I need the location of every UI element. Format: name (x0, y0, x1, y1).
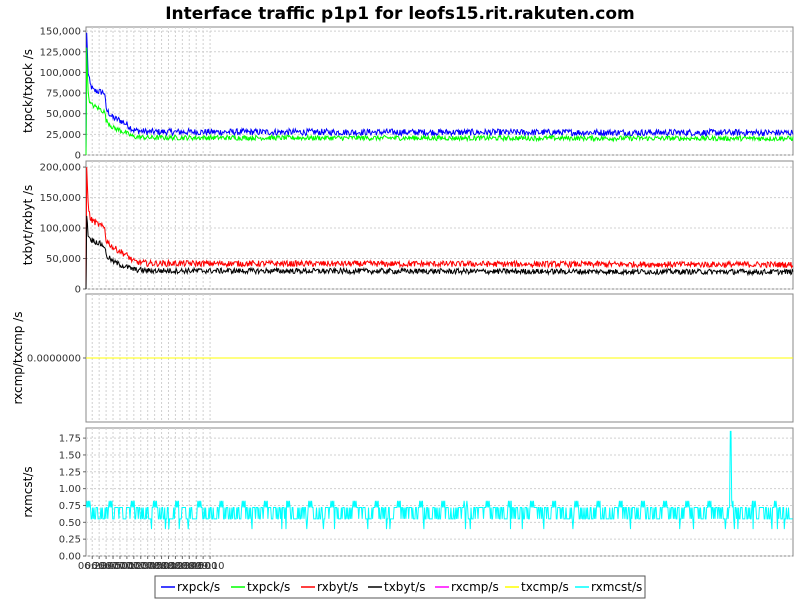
x-tick-label: 07:30 (126, 561, 155, 572)
x-tick-label: 07:00 (106, 561, 135, 572)
legend-label: rxcmp/s (451, 580, 499, 594)
y-tick-label: 125,000 (40, 47, 81, 58)
legend-item-rxcmp: rxcmp/s (435, 580, 499, 594)
y-tick-label: 0.00 (59, 552, 81, 563)
y-tick-label: 1.25 (59, 467, 81, 478)
x-tick-label: 08:00 (147, 561, 176, 572)
x-tick-label: 06:30 (85, 561, 114, 572)
series-line-rxpck (85, 32, 794, 156)
y-tick-label: 1.00 (59, 484, 81, 495)
x-tick-label: 08:20 (161, 561, 190, 572)
y-tick-label: 50,000 (46, 109, 81, 120)
chart-panel-2: 0 50,000 100,000 150,000 200,000 txbyt/rxbyt … (21, 160, 794, 296)
y-tick-label: 0.50 (59, 518, 81, 529)
plot-area (85, 427, 794, 557)
chart-panels: 0 25,000 50,000 75,000 100,000 125,000 150,000… (11, 26, 794, 563)
y-axis-label: txbyt/rxbyt /s (21, 185, 35, 266)
y-tick-label: 50,000 (46, 254, 81, 265)
x-tick-label: 06:40 (92, 561, 121, 572)
legend-box (154, 575, 646, 599)
y-tick-label: 150,000 (40, 27, 81, 38)
legend-item-txbyt: txbyt/s (368, 580, 426, 594)
chart-title: Interface traffic p1p1 for leofs15.rit.r… (165, 4, 635, 24)
y-tick-label: 100,000 (40, 68, 81, 79)
x-tick-label: 09:00 (189, 561, 218, 572)
x-tick-label: 08:10 (154, 561, 183, 572)
chart-legend: rxpck/s txpck/s rxbyt/s txbyt/s rxcmp/s txcmp… (154, 575, 646, 599)
y-tick-label: 0.25 (59, 535, 81, 546)
x-tick-label: 06:20 (78, 561, 107, 572)
y-tick-label: 1.75 (59, 434, 81, 445)
y-tick-label: 1.50 (59, 450, 81, 461)
x-tick-label: 06:50 (99, 561, 128, 572)
y-axis-label: rxmcst/s (21, 466, 35, 517)
chart-panel-4: 0.00 0.25 0.50 0.75 1.00 1.25 1.50 1.75 rxmcst/s (21, 427, 794, 563)
y-tick-label: 0.0000000 (27, 354, 81, 365)
plot-area (85, 160, 794, 290)
legend-item-rxpck: rxpck/s (161, 580, 220, 594)
legend-label: txpck/s (247, 580, 290, 594)
legend-item-rxmcst: rxmcst/s (575, 580, 642, 594)
x-tick-label: 07:50 (140, 561, 169, 572)
y-tick-label: 0 (75, 285, 81, 296)
legend-label: txcmp/s (521, 580, 569, 594)
x-tick-label: 08:50 (182, 561, 211, 572)
legend-label: rxbyt/s (317, 580, 358, 594)
series-line-txpck (85, 47, 794, 156)
y-tick-label: 25,000 (46, 130, 81, 141)
x-tick-label: 07:20 (119, 561, 148, 572)
series-line-rxbyt (85, 167, 794, 290)
series-line-rxmcst (85, 430, 793, 530)
x-tick-label: 09:10 (196, 561, 225, 572)
x-tick-label: 07:40 (133, 561, 162, 572)
y-tick-label: 200,000 (40, 163, 81, 174)
y-axis-label: rxcmp/txcmp /s (11, 311, 25, 404)
x-tick-label: 07:10 (112, 561, 141, 572)
y-tick-label: 150,000 (40, 193, 81, 204)
legend-item-txpck: txpck/s (231, 580, 290, 594)
x-tick-label: 08:40 (175, 561, 204, 572)
legend-item-txcmp: txcmp/s (505, 580, 569, 594)
y-axis-label: txpck/txpck /s (21, 49, 35, 133)
y-tick-label: 100,000 (40, 224, 81, 235)
y-tick-label: 0 (75, 151, 81, 162)
y-tick-label: 75,000 (46, 89, 81, 100)
x-axis: 06:2006:3006:4006:5007:0007:1007:2007:30… (78, 556, 225, 572)
legend-item-rxbyt: rxbyt/s (301, 580, 358, 594)
y-tick-label: 0.75 (59, 501, 81, 512)
legend-label: rxpck/s (177, 580, 220, 594)
series-line-txbyt (85, 215, 794, 290)
legend-label: rxmcst/s (591, 580, 642, 594)
x-tick-label: 08:30 (168, 561, 197, 572)
legend-label: txbyt/s (384, 580, 426, 594)
chart-panel-1: 0 25,000 50,000 75,000 100,000 125,000 150,000… (21, 26, 794, 162)
